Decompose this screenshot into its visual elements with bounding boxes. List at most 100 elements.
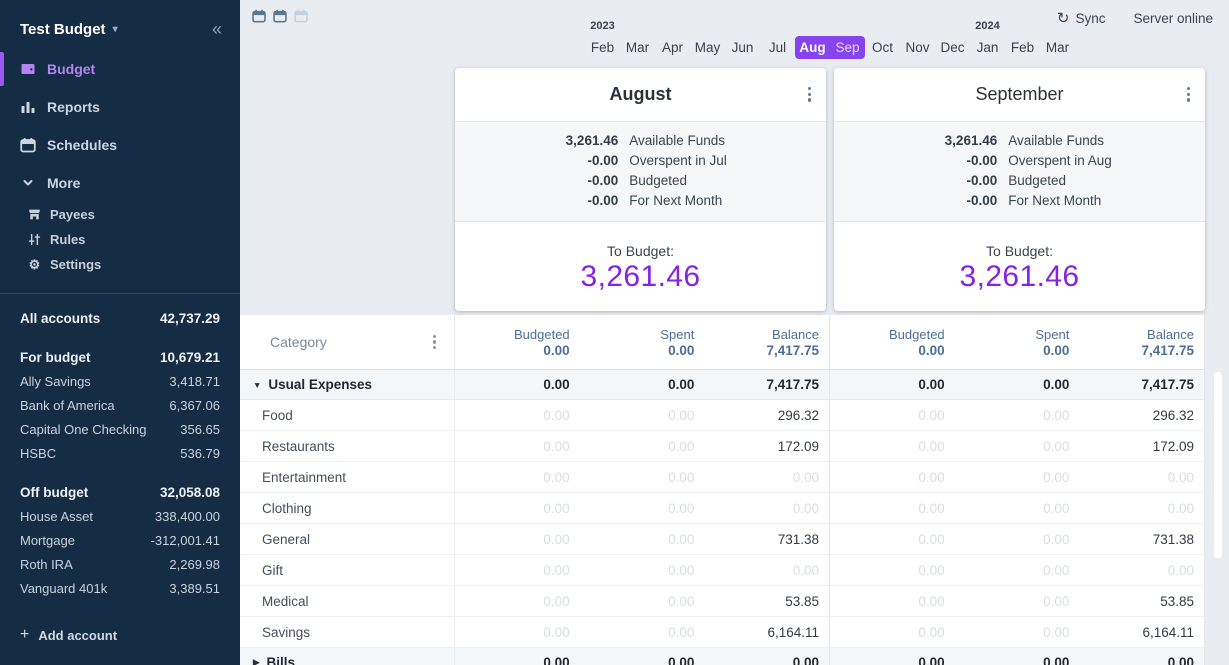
cell-budgeted[interactable]: 0.00 xyxy=(918,593,945,609)
account-row[interactable]: Vanguard 401k 3,389.51 xyxy=(20,576,220,600)
cell-budgeted[interactable]: 0.00 xyxy=(543,593,570,609)
cell-spent[interactable]: 0.00 xyxy=(668,469,695,485)
cell-spent[interactable]: 0.00 xyxy=(1043,593,1070,609)
cell-budgeted[interactable]: 0.00 xyxy=(918,500,945,516)
month-cell[interactable]: Mar xyxy=(1045,40,1070,55)
cell-balance[interactable]: 731.38 xyxy=(777,531,820,547)
month-cell[interactable]: Jan xyxy=(976,40,999,55)
group-category-cell[interactable]: ▼ Usual Expenses xyxy=(240,370,455,399)
cell-spent[interactable]: 0.00 xyxy=(1043,500,1070,516)
budget-file-menu-button[interactable]: Test Budget ▾ xyxy=(20,21,118,38)
add-account-button[interactable]: + Add account xyxy=(20,626,220,644)
cell-budgeted[interactable]: 0.00 xyxy=(918,438,945,454)
cell-budgeted[interactable]: 0.00 xyxy=(918,407,945,423)
cell-spent[interactable]: 0.00 xyxy=(1043,562,1070,578)
month-cell[interactable]: Aug xyxy=(795,36,830,59)
cell-spent[interactable]: 0.00 xyxy=(668,407,695,423)
cell-budgeted[interactable]: 0.00 xyxy=(918,562,945,578)
two-month-view-icon[interactable] xyxy=(273,9,287,23)
cell-budgeted[interactable]: 0.00 xyxy=(543,407,570,423)
sidebar-item-more[interactable]: More xyxy=(0,164,240,202)
account-row[interactable]: Roth IRA 2,269.98 xyxy=(20,552,220,576)
cell-balance[interactable]: 0.00 xyxy=(792,500,820,516)
budget-category-row[interactable]: Clothing 0.00 0.00 0.00 0.00 0.00 0.00 xyxy=(240,493,1205,524)
budget-category-row[interactable]: General 0.00 0.00 731.38 0.00 0.00 731.38 xyxy=(240,524,1205,555)
cell-balance[interactable]: 0.00 xyxy=(1167,562,1195,578)
category-cell[interactable]: Gift xyxy=(240,555,455,585)
cell-spent[interactable]: 0.00 xyxy=(668,500,695,516)
cell-balance[interactable]: 7,417.75 xyxy=(1141,377,1195,392)
month-cell[interactable]: Feb xyxy=(590,40,615,55)
month-cell[interactable]: Jul xyxy=(768,40,787,55)
month-cell[interactable]: Feb xyxy=(1010,40,1035,55)
account-row[interactable]: Bank of America 6,367.06 xyxy=(20,393,220,417)
cell-spent[interactable]: 0.00 xyxy=(1043,624,1070,640)
sidebar-item-budget[interactable]: Budget xyxy=(0,50,240,88)
three-month-view-icon[interactable] xyxy=(294,9,308,23)
category-cell[interactable]: Savings xyxy=(240,617,455,647)
month-cell[interactable]: Apr xyxy=(661,40,683,55)
cell-balance[interactable]: 0.00 xyxy=(1167,469,1195,485)
budget-category-row[interactable]: Restaurants 0.00 0.00 172.09 0.00 0.00 172.09 xyxy=(240,431,1205,462)
cell-balance[interactable]: 53.85 xyxy=(1160,593,1195,609)
month-cell[interactable]: Jun xyxy=(731,40,754,55)
cell-balance[interactable]: 0.00 xyxy=(792,562,820,578)
cell-budgeted[interactable]: 0.00 xyxy=(543,655,570,665)
cell-balance[interactable]: 0.00 xyxy=(1167,500,1195,516)
month-cell[interactable]: Sep xyxy=(830,36,865,59)
cell-balance[interactable]: 7,417.75 xyxy=(766,377,820,392)
sidebar-item-reports[interactable]: Reports xyxy=(0,88,240,126)
account-row[interactable]: House Asset 338,400.00 xyxy=(20,504,220,528)
cell-budgeted[interactable]: 0.00 xyxy=(918,531,945,547)
cell-balance[interactable]: 172.09 xyxy=(1152,438,1195,454)
cell-balance[interactable]: 296.32 xyxy=(1152,407,1195,423)
account-group-row[interactable]: Off budget 32,058.08 xyxy=(20,480,220,504)
cell-budgeted[interactable]: 0.00 xyxy=(543,438,570,454)
cell-balance[interactable]: 6,164.11 xyxy=(1142,624,1195,640)
cell-spent[interactable]: 0.00 xyxy=(668,562,695,578)
category-cell[interactable]: Entertainment xyxy=(240,462,455,492)
cell-budgeted[interactable]: 0.00 xyxy=(918,469,945,485)
cell-budgeted[interactable]: 0.00 xyxy=(543,531,570,547)
cell-spent[interactable]: 0.00 xyxy=(1043,377,1070,392)
category-cell[interactable]: General xyxy=(240,524,455,554)
category-menu-icon[interactable] xyxy=(432,334,436,350)
sidebar-item-rules[interactable]: Rules xyxy=(0,227,240,252)
budget-category-row[interactable]: Food 0.00 0.00 296.32 0.00 0.00 296.32 xyxy=(240,400,1205,431)
cell-spent[interactable]: 0.00 xyxy=(1043,655,1070,665)
cell-spent[interactable]: 0.00 xyxy=(668,624,695,640)
cell-balance[interactable]: 0.00 xyxy=(1167,655,1195,665)
sidebar-item-schedules[interactable]: Schedules xyxy=(0,126,240,164)
cell-budgeted[interactable]: 0.00 xyxy=(543,377,570,392)
to-budget-amount[interactable]: 3,261.46 xyxy=(580,260,701,293)
budget-group-row[interactable]: ▼ Usual Expenses 0.00 0.00 7,417.75 0.00 0.00 7… xyxy=(240,370,1205,400)
cell-balance[interactable]: 172.09 xyxy=(777,438,820,454)
budget-category-row[interactable]: Savings 0.00 0.00 6,164.11 0.00 0.00 6,164.11 xyxy=(240,617,1205,648)
category-cell[interactable]: Clothing xyxy=(240,493,455,523)
month-menu-icon[interactable] xyxy=(1186,87,1190,102)
cell-budgeted[interactable]: 0.00 xyxy=(543,500,570,516)
cell-spent[interactable]: 0.00 xyxy=(1043,531,1070,547)
cell-spent[interactable]: 0.00 xyxy=(668,593,695,609)
sync-button[interactable]: ↻ Sync xyxy=(1057,11,1106,26)
scrollbar-thumb[interactable] xyxy=(1214,372,1222,558)
budget-group-row[interactable]: ▶ Bills 0.00 0.00 0.00 0.00 0.00 0.00 xyxy=(240,648,1205,665)
group-category-cell[interactable]: ▶ Bills xyxy=(240,648,455,665)
cell-spent[interactable]: 0.00 xyxy=(1043,469,1070,485)
cell-budgeted[interactable]: 0.00 xyxy=(918,377,945,392)
cell-budgeted[interactable]: 0.00 xyxy=(543,469,570,485)
account-row[interactable]: HSBC 536.79 xyxy=(20,441,220,465)
account-row[interactable]: Ally Savings 3,418.71 xyxy=(20,369,220,393)
budget-category-row[interactable]: Entertainment 0.00 0.00 0.00 0.00 0.00 0.00 xyxy=(240,462,1205,493)
all-accounts-row[interactable]: All accounts 42,737.29 xyxy=(20,306,220,330)
account-row[interactable]: Mortgage -312,001.41 xyxy=(20,528,220,552)
budget-category-row[interactable]: Gift 0.00 0.00 0.00 0.00 0.00 0.00 xyxy=(240,555,1205,586)
month-cell[interactable]: May xyxy=(694,40,721,55)
cell-balance[interactable]: 0.00 xyxy=(792,469,820,485)
cell-budgeted[interactable]: 0.00 xyxy=(918,655,945,665)
category-cell[interactable]: Restaurants xyxy=(240,431,455,461)
cell-budgeted[interactable]: 0.00 xyxy=(918,624,945,640)
month-menu-icon[interactable] xyxy=(807,87,811,102)
collapse-sidebar-button[interactable]: « xyxy=(211,19,222,39)
category-cell[interactable]: Medical xyxy=(240,586,455,616)
